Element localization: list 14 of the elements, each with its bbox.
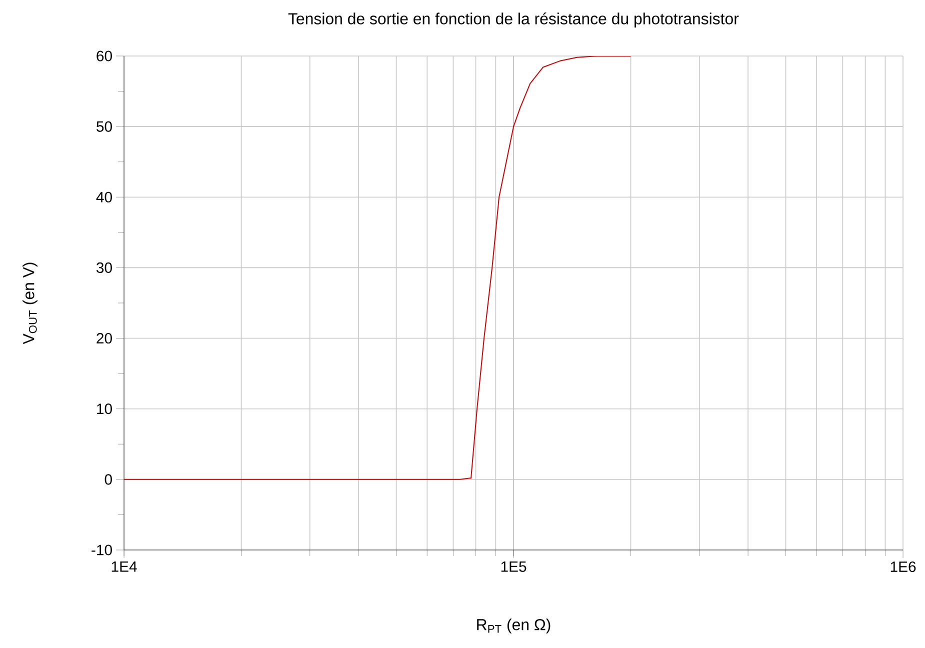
- y-axis-title: V$_{OUT}$ (en V): [22, 262, 38, 344]
- y-tick-label: 0: [104, 474, 112, 485]
- y-tick-label: 50: [96, 121, 112, 132]
- chart-title: Tension de sortie en fonction de la résistance du phototransistor: [288, 12, 739, 28]
- x-tick-label: 1E6: [890, 561, 916, 572]
- y-tick-label: 10: [97, 404, 112, 414]
- y-tick-label: 30: [96, 262, 112, 273]
- x-tick-label: 1E4: [112, 561, 137, 572]
- y-tick-label: 20: [96, 332, 112, 344]
- x-axis-title: R$_{PT}$ (en Ω): [477, 618, 550, 634]
- y-tick-label: 40: [96, 192, 112, 202]
- x-tick-label: 1E5: [501, 561, 526, 572]
- y-tick-label: 60: [96, 50, 112, 62]
- y-tick-label: -10: [92, 544, 112, 556]
